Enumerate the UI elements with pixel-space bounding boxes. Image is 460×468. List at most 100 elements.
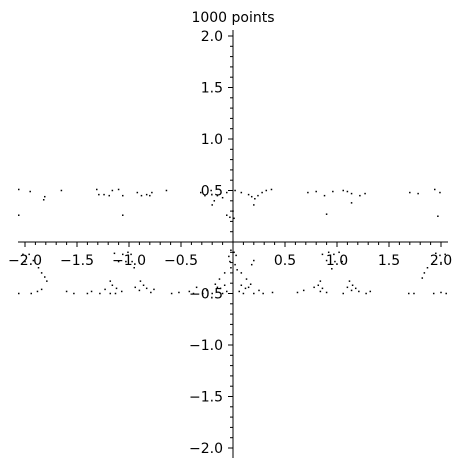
data-point	[334, 260, 336, 263]
data-point	[226, 191, 228, 194]
data-point	[134, 286, 136, 289]
data-point	[439, 191, 441, 194]
data-point	[44, 195, 46, 198]
data-point	[40, 288, 43, 291]
data-point	[30, 292, 32, 295]
data-point	[127, 251, 129, 254]
data-point	[423, 272, 426, 274]
data-point	[435, 252, 437, 255]
data-point	[210, 189, 212, 192]
data-point	[253, 204, 255, 206]
data-point	[426, 267, 429, 269]
data-point	[113, 252, 116, 255]
data-point	[327, 251, 330, 254]
data-point	[202, 292, 204, 295]
data-point	[226, 214, 228, 216]
data-point	[258, 289, 260, 292]
data-point	[333, 253, 335, 256]
data-point	[341, 260, 343, 263]
data-point	[28, 253, 30, 256]
data-point	[262, 292, 264, 295]
data-point	[142, 284, 145, 287]
data-point	[342, 189, 344, 192]
x-tick-label: −1.0	[112, 253, 146, 269]
data-point	[437, 215, 439, 217]
data-point	[240, 191, 243, 194]
data-point	[346, 190, 349, 193]
data-point	[200, 191, 202, 194]
data-point	[37, 267, 40, 269]
data-point	[296, 291, 299, 294]
data-point	[73, 292, 75, 295]
data-point	[245, 278, 248, 280]
data-point	[325, 213, 328, 215]
data-point	[104, 288, 106, 291]
data-point	[365, 292, 367, 295]
data-point	[240, 284, 243, 287]
y-tick-labels: −2.0 −1.5 −1.0 −0.5 0.5 1.0 1.5 2.0	[189, 29, 223, 457]
data-point	[120, 290, 123, 293]
data-point	[302, 289, 305, 292]
data-point	[211, 204, 213, 206]
data-point	[90, 290, 93, 293]
chart-title: 1000 points	[191, 10, 274, 26]
x-tick-label: 2.0	[430, 253, 452, 269]
data-point	[140, 194, 143, 197]
data-point	[229, 260, 231, 263]
data-point	[32, 259, 35, 262]
data-point	[230, 267, 232, 269]
data-point	[150, 291, 152, 294]
data-point	[440, 291, 442, 294]
data-point	[99, 292, 101, 295]
data-point	[232, 210, 234, 212]
data-point	[122, 214, 124, 216]
data-point	[136, 191, 139, 194]
data-point	[321, 253, 324, 256]
data-point	[238, 290, 240, 293]
data-point	[323, 194, 326, 197]
data-point	[228, 255, 230, 258]
data-point	[165, 189, 168, 192]
data-point	[271, 291, 274, 294]
data-point	[221, 196, 224, 199]
data-point	[350, 289, 353, 292]
data-point	[133, 267, 135, 269]
data-point	[358, 290, 360, 293]
data-point	[257, 194, 259, 197]
data-point	[445, 292, 447, 295]
y-tick-label: 1.5	[201, 81, 223, 97]
data-point	[18, 188, 20, 191]
data-point	[226, 290, 228, 293]
data-point	[317, 284, 320, 287]
x-tick-labels: −2.0 −1.5 −1.0 −0.5 0.5 1.0 1.5 2.0	[8, 253, 452, 269]
data-point	[319, 280, 322, 282]
data-point	[440, 261, 442, 264]
data-point	[145, 193, 148, 196]
y-axis	[228, 30, 234, 458]
data-point	[108, 194, 110, 197]
data-point	[439, 254, 441, 257]
data-point	[351, 284, 354, 287]
x-tick-label: 1.5	[378, 253, 400, 269]
data-point	[111, 189, 114, 192]
data-point	[242, 292, 245, 295]
data-point	[230, 249, 232, 251]
data-point	[319, 290, 322, 293]
data-point	[444, 253, 446, 256]
data-point	[213, 200, 216, 202]
data-point	[235, 254, 237, 257]
data-point	[421, 277, 424, 279]
data-point	[109, 280, 112, 282]
data-point	[434, 188, 436, 191]
data-point	[188, 290, 191, 293]
data-point	[122, 253, 124, 256]
data-point	[109, 292, 112, 295]
data-point	[253, 292, 255, 295]
data-point	[18, 292, 20, 295]
data-point	[244, 287, 247, 290]
data-point	[29, 190, 31, 193]
data-point	[96, 188, 98, 191]
y-tick-label: 2.0	[201, 29, 223, 45]
data-point	[346, 286, 349, 289]
data-point	[214, 283, 217, 285]
